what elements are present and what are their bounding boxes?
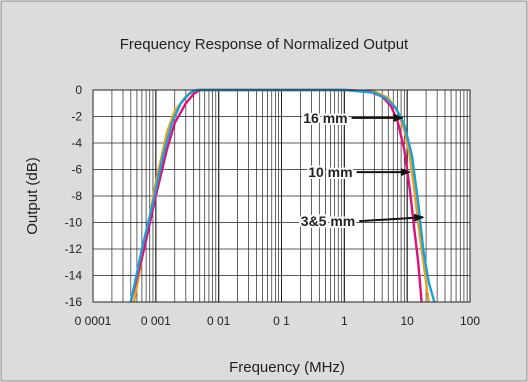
y-tick-label: -6 (71, 163, 82, 177)
chart-title: Frequency Response of Normalized Output (120, 36, 409, 53)
y-tick-label: -8 (71, 189, 82, 203)
grid-lines (92, 89, 471, 303)
annotation-arrow (359, 213, 425, 223)
annotation-label: 16 mm (303, 110, 347, 126)
y-tick-label: 0 (75, 83, 82, 97)
x-tick-label: 100 (460, 314, 480, 328)
axes: 0 -2 -4 -6 -8 -10 -12 -14 -16 0 0001 0 001 0 01 0 1 1… (65, 83, 481, 328)
y-tick-label: -2 (71, 110, 82, 124)
x-tick-label: 1 (341, 314, 348, 328)
x-tick-label: 0 001 (141, 314, 171, 328)
x-tick-label: 0 0001 (75, 314, 112, 328)
x-tick-label: 0 01 (207, 314, 231, 328)
x-tick-label: 10 (400, 314, 414, 328)
y-axis-label: Output (dB) (24, 157, 41, 235)
y-tick-label: -4 (71, 136, 82, 150)
y-tick-label: -12 (65, 242, 83, 256)
annotation-label: 10 mm (308, 164, 352, 180)
plot-border (92, 89, 471, 303)
annotations: 16 mm 10 mm 3&5 mm (299, 108, 425, 231)
y-tick-label: -14 (65, 269, 83, 283)
annotation-label: 3&5 mm (301, 213, 355, 229)
x-axis-label: Frequency (MHz) (229, 359, 345, 376)
y-tick-label: -16 (65, 295, 83, 309)
y-tick-label: -10 (65, 216, 83, 230)
x-tick-label: 0 1 (273, 314, 290, 328)
